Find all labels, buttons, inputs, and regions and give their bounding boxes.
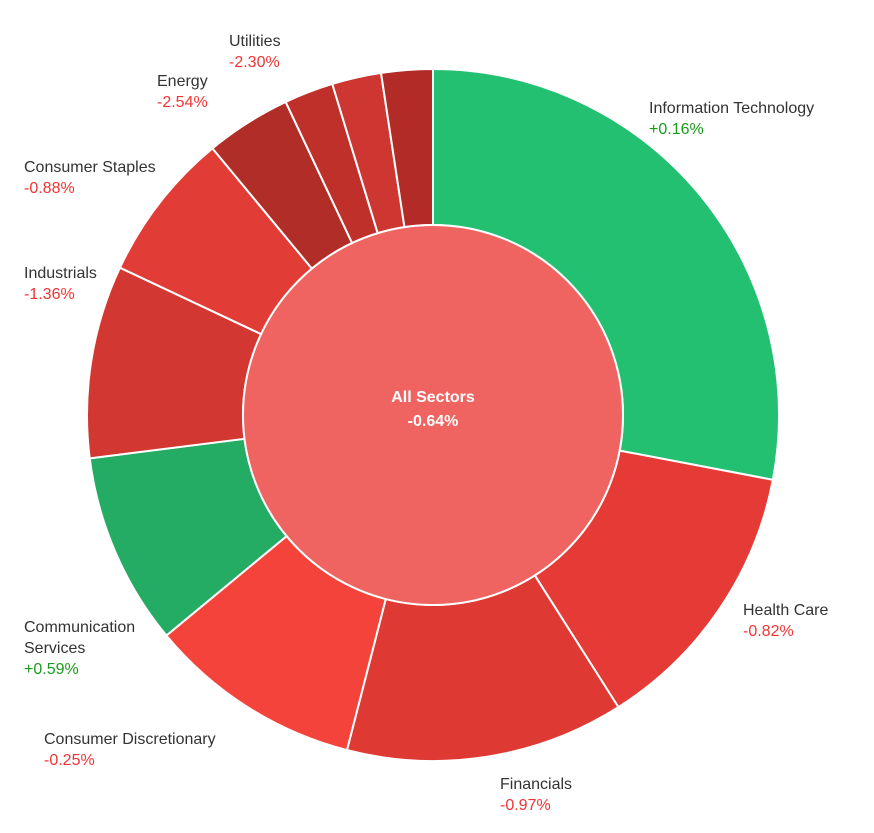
label-name: Utilities [229,33,281,50]
label-consumer-staples: Consumer Staples -0.88% [24,157,156,199]
label-name: Consumer Staples [24,159,156,176]
label-name: Information Technology [649,100,815,117]
outer-ring [86,67,780,762]
label-change: -2.54% [157,94,208,111]
label-change: -2.30% [229,54,280,71]
label-name: Health Care [743,602,829,619]
label-information-technology: Information Technology +0.16% [649,98,814,140]
label-change: +0.59% [24,661,79,678]
label-health-care: Health Care -0.82% [743,600,828,642]
label-change: -1.36% [24,286,75,303]
label-name: Energy [157,73,208,90]
label-change: -0.97% [500,797,551,814]
label-change: +0.16% [649,121,704,138]
label-change: -0.25% [44,752,95,769]
label-name: Industrials [24,265,97,282]
label-name: Communication Services [24,619,136,657]
label-industrials: Industrials -1.36% [24,263,97,305]
center-title: All Sectors [391,389,475,406]
center-label: All Sectors -0.64% [333,386,533,434]
label-name: Financials [500,776,573,793]
center-change: -0.64% [407,413,459,430]
label-utilities: Utilities -2.30% [229,31,281,73]
label-name: Consumer Discretionary [44,731,216,748]
center-disc[interactable] [242,224,624,606]
label-financials: Financials -0.97% [500,774,572,816]
label-communication-services: Communication Services +0.59% [24,617,174,680]
label-energy: Energy -2.54% [157,71,208,113]
label-change: -0.82% [743,623,794,640]
label-consumer-discretionary: Consumer Discretionary -0.25% [44,729,216,771]
label-change: -0.88% [24,180,75,197]
